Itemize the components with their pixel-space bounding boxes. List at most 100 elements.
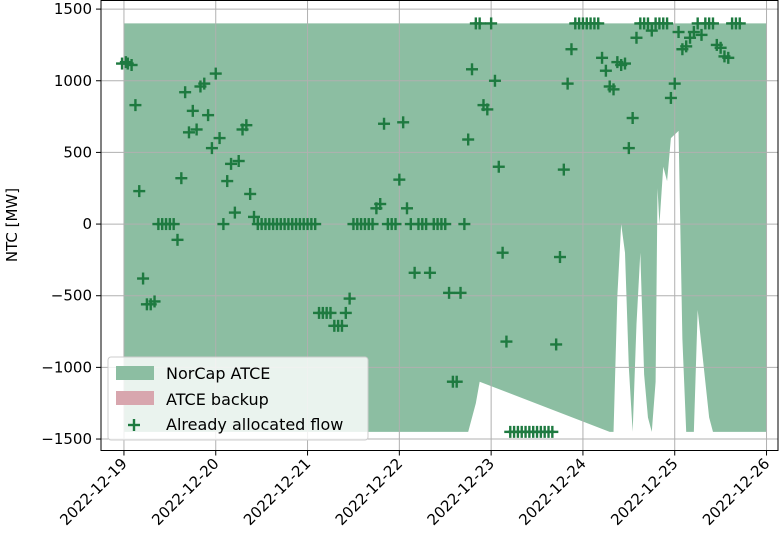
flow-point	[217, 218, 230, 231]
flow-point	[488, 74, 501, 87]
flow-point	[133, 185, 146, 198]
flow-point	[561, 77, 574, 90]
markers-layer	[116, 17, 746, 438]
legend-swatch-norcap	[116, 366, 154, 380]
flow-point	[171, 233, 184, 246]
x-tick-label: 2022-12-22	[332, 455, 406, 529]
flow-point	[213, 132, 226, 145]
flow-point	[443, 286, 456, 299]
x-tick-label: 2022-12-23	[424, 455, 498, 529]
y-tick-label: 1500	[54, 0, 92, 18]
flow-point	[599, 64, 612, 77]
x-tick-label: 2022-12-26	[699, 455, 773, 529]
flow-point	[619, 57, 632, 70]
legend-label-flow: Already allocated flow	[166, 415, 343, 434]
flow-point	[481, 103, 494, 116]
flow-point	[722, 51, 735, 64]
flow-point	[553, 251, 566, 264]
y-tick-label: 500	[63, 143, 92, 161]
flow-point	[473, 17, 486, 30]
flow-point	[500, 335, 513, 348]
legend: NorCap ATCE ATCE backup Already allocate…	[107, 356, 369, 441]
flow-point	[221, 175, 234, 188]
flow-point	[492, 160, 505, 173]
flow-point	[645, 24, 658, 37]
flow-point	[343, 292, 356, 305]
flow-point	[205, 142, 218, 155]
flow-point	[664, 91, 677, 104]
x-ticks: 2022-12-19 2022-12-20 2022-12-21 2022-12-22…	[56, 450, 773, 529]
flow-point	[175, 172, 188, 185]
flow-point	[622, 142, 635, 155]
flow-point	[439, 218, 452, 231]
flow-point	[179, 86, 192, 99]
flow-point	[695, 28, 708, 41]
flow-point	[389, 218, 402, 231]
flow-point	[240, 119, 253, 132]
flow-point	[557, 163, 570, 176]
flow-point	[661, 17, 674, 30]
flow-point	[366, 218, 379, 231]
flow-point	[450, 375, 463, 388]
flow-point	[546, 425, 559, 438]
flow-point	[714, 41, 727, 54]
flow-point	[393, 173, 406, 186]
legend-marker-flow	[128, 419, 140, 431]
flow-point	[668, 77, 681, 90]
x-tick-label: 2022-12-20	[148, 455, 222, 529]
flow-point	[397, 116, 410, 129]
flow-point	[630, 31, 643, 44]
flow-point	[374, 198, 387, 211]
flow-point	[672, 26, 685, 39]
flow-point	[148, 295, 161, 308]
y-tick-label: −500	[51, 287, 92, 305]
x-tick-label: 2022-12-19	[56, 455, 130, 529]
flow-point	[202, 109, 215, 122]
flow-point	[680, 40, 693, 53]
flow-point	[247, 210, 260, 223]
flow-point	[190, 123, 203, 136]
flow-point	[454, 286, 467, 299]
y-tick-label: −1500	[41, 430, 92, 448]
flow-point	[462, 133, 475, 146]
flow-point	[228, 206, 241, 219]
flow-point	[485, 17, 498, 30]
flow-point	[400, 202, 413, 215]
flow-point	[309, 218, 322, 231]
flow-point	[182, 126, 195, 139]
flow-point	[137, 272, 150, 285]
flow-point	[565, 43, 578, 56]
flow-point	[423, 266, 436, 279]
flow-point	[335, 319, 348, 332]
flow-point	[339, 306, 352, 319]
flow-point	[607, 83, 620, 96]
flow-point	[626, 112, 639, 125]
flow-point	[186, 104, 199, 117]
flow-point	[687, 26, 700, 39]
flow-point	[129, 99, 142, 112]
legend-swatch-backup	[116, 391, 154, 405]
flow-point	[466, 63, 479, 76]
flow-point	[324, 306, 337, 319]
flow-point	[167, 218, 180, 231]
flow-point	[550, 338, 563, 351]
legend-box	[107, 356, 369, 441]
flow-point	[496, 246, 509, 259]
flow-point	[378, 117, 391, 130]
flow-point	[596, 51, 609, 64]
flow-point	[458, 218, 471, 231]
flow-point	[232, 155, 245, 168]
flow-point	[244, 187, 257, 200]
legend-label-backup: ATCE backup	[166, 390, 269, 409]
y-tick-label: 1000	[54, 72, 92, 90]
flow-point	[706, 17, 719, 30]
x-tick-label: 2022-12-24	[515, 455, 589, 529]
flow-point	[125, 58, 138, 71]
flow-point	[225, 157, 238, 170]
legend-label-norcap: NorCap ATCE	[166, 364, 270, 383]
y-axis-label: NTC [MW]	[3, 188, 21, 262]
y-tick-label: −1000	[41, 358, 92, 376]
flow-point	[209, 67, 222, 80]
flow-point	[733, 17, 746, 30]
